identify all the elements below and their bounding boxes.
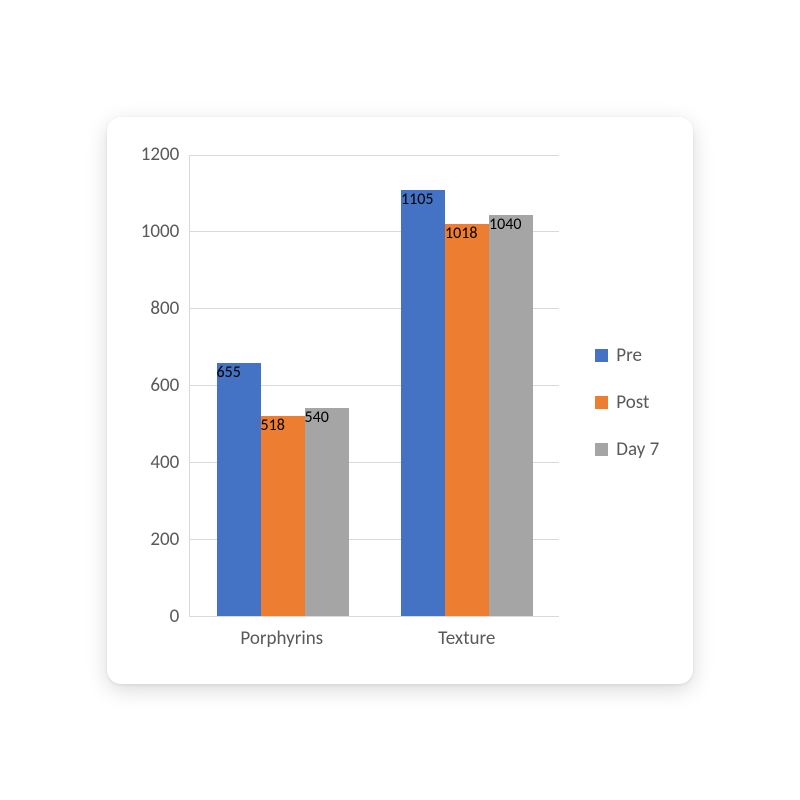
- legend-label: Day 7: [616, 438, 659, 461]
- bar: 1040: [489, 215, 533, 615]
- legend-item: Pre: [595, 344, 659, 367]
- x-axis-label: Texture: [374, 617, 559, 650]
- bar-group: 110510181040: [375, 190, 560, 615]
- plot-column: 655518540110510181040 PorphyrinsTexture: [189, 155, 559, 650]
- bar: 1105: [401, 190, 445, 615]
- legend-item: Day 7: [595, 438, 659, 461]
- bar: 1018: [445, 224, 489, 616]
- chart-wrap: 120010008006004002000 655518540110510181…: [141, 155, 660, 650]
- axis-and-plot: 120010008006004002000 655518540110510181…: [141, 155, 560, 650]
- legend-swatch: [595, 349, 608, 362]
- bar: 655: [217, 363, 261, 615]
- bar-groups: 655518540110510181040: [190, 155, 559, 616]
- legend-swatch: [595, 396, 608, 409]
- bar: 518: [261, 416, 305, 615]
- legend: Pre Post Day 7: [559, 344, 659, 461]
- plot-area: 655518540110510181040: [189, 155, 559, 617]
- legend-swatch: [595, 443, 608, 456]
- bar: 540: [305, 408, 349, 616]
- legend-label: Pre: [616, 344, 642, 367]
- y-axis: 120010008006004002000: [141, 155, 190, 617]
- legend-label: Post: [616, 391, 649, 414]
- legend-item: Post: [595, 391, 659, 414]
- chart-card: 120010008006004002000 655518540110510181…: [107, 117, 694, 684]
- x-axis: PorphyrinsTexture: [189, 617, 559, 650]
- x-axis-label: Porphyrins: [189, 617, 374, 650]
- bar-group: 655518540: [190, 363, 375, 615]
